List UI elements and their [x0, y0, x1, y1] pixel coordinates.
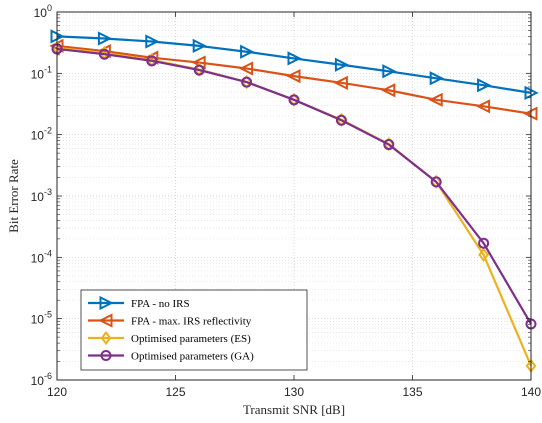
x-tick-label: 125 — [165, 385, 185, 399]
y-tick-label: 10-6 — [31, 371, 52, 388]
data-point-marker — [100, 330, 112, 346]
legend-label: FPA - max. IRS reflectivity — [131, 316, 252, 328]
legend-label: Optimised parameters (GA) — [131, 351, 254, 363]
data-point-marker — [478, 237, 490, 249]
data-point-marker — [383, 139, 395, 151]
x-tick-label: 140 — [521, 385, 541, 399]
data-point-marker — [98, 48, 110, 60]
x-tick-label: 120 — [47, 385, 67, 399]
data-point-marker — [192, 38, 207, 54]
data-point-marker — [286, 69, 301, 84]
y-tick-label: 10-2 — [31, 126, 52, 143]
y-tick-label: 10-3 — [31, 187, 52, 204]
data-point-marker — [146, 55, 158, 67]
legend-item: FPA - max. IRS reflectivity — [88, 313, 252, 328]
data-point-marker — [477, 78, 492, 93]
data-point-marker — [287, 51, 302, 66]
data-point-marker — [97, 31, 113, 46]
legend-label: FPA - no IRS — [131, 298, 190, 310]
data-point-marker — [238, 61, 254, 76]
data-point-marker — [381, 83, 396, 98]
legend-item: Optimised parameters (GA) — [88, 350, 254, 363]
data-point-marker — [335, 114, 347, 126]
series-layer — [49, 29, 539, 374]
data-point-marker — [145, 34, 160, 49]
series-4 — [51, 43, 537, 330]
x-tick-label: 135 — [402, 385, 422, 399]
y-tick-label: 10-4 — [31, 248, 52, 265]
data-point-marker — [382, 64, 397, 79]
legend-label: Optimised parameters (ES) — [131, 333, 251, 345]
y-tick-label: 10-1 — [31, 64, 52, 81]
y-tick-label: 100 — [34, 3, 52, 20]
legend-item: Optimised parameters (ES) — [88, 330, 251, 346]
data-point-marker — [193, 64, 205, 76]
x-axis-label: Transmit SNR [dB] — [243, 402, 345, 417]
data-point-marker — [100, 350, 112, 361]
data-point-marker — [241, 76, 253, 88]
data-point-marker — [478, 247, 489, 262]
data-point-marker — [430, 176, 442, 188]
legend: FPA - no IRS FPA - max. IRS reflectivity O… — [80, 289, 308, 371]
data-point-marker — [475, 99, 491, 114]
data-point-marker — [428, 92, 443, 107]
y-tick-label: 10-5 — [31, 310, 52, 327]
data-point-marker — [288, 94, 300, 106]
legend-item: FPA - no IRS — [88, 295, 190, 311]
data-point-marker — [333, 75, 348, 90]
series-line — [56, 47, 532, 325]
data-point-marker — [334, 57, 350, 72]
data-point-marker — [99, 295, 114, 311]
series-line — [56, 44, 532, 115]
data-point-marker — [429, 71, 444, 86]
data-point-marker — [240, 44, 255, 59]
y-axis-label: Bit Error Rate — [6, 159, 21, 233]
x-tick-label: 130 — [284, 385, 304, 399]
series-line — [56, 35, 532, 94]
data-point-marker — [98, 313, 113, 328]
